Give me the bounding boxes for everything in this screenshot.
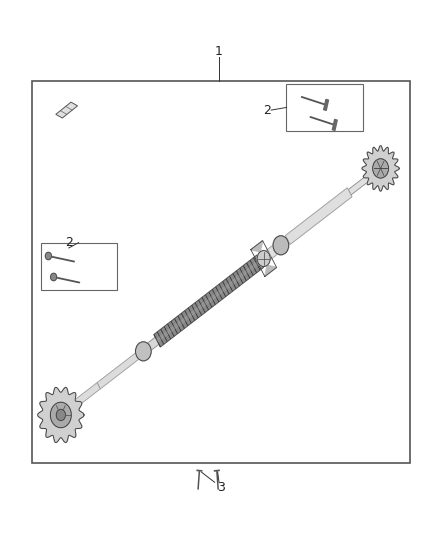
Polygon shape [251,240,269,263]
Bar [41,243,117,290]
Polygon shape [258,254,276,277]
Polygon shape [286,188,352,245]
Circle shape [273,236,289,255]
Polygon shape [56,102,78,118]
Bar [286,84,363,131]
Circle shape [50,402,71,427]
Circle shape [373,159,389,178]
Text: 2: 2 [65,236,73,249]
Polygon shape [154,255,264,347]
Polygon shape [196,470,202,471]
Polygon shape [348,174,372,195]
Polygon shape [362,146,399,191]
Text: 3: 3 [217,481,225,494]
Circle shape [46,252,51,260]
Polygon shape [141,337,159,355]
Polygon shape [258,241,283,265]
Polygon shape [286,188,352,245]
Polygon shape [97,348,145,389]
Polygon shape [332,119,337,131]
Polygon shape [214,470,220,471]
Polygon shape [156,260,261,343]
Circle shape [257,251,270,266]
Polygon shape [324,99,328,110]
Text: 2: 2 [263,103,271,117]
Circle shape [56,409,65,421]
Circle shape [50,273,57,281]
Polygon shape [38,387,84,442]
Bar [32,81,410,463]
Polygon shape [70,383,100,410]
Circle shape [135,342,151,361]
Text: 1: 1 [215,45,223,58]
